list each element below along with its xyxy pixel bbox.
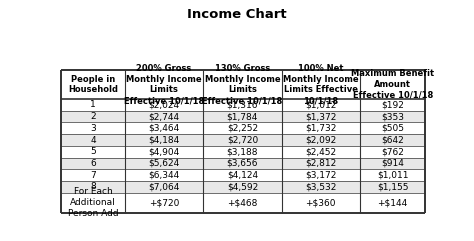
Text: $1,155: $1,155	[377, 182, 409, 191]
Text: +$720: +$720	[149, 198, 179, 207]
Text: $4,592: $4,592	[227, 182, 258, 191]
Text: $762: $762	[381, 147, 404, 156]
Text: 4: 4	[90, 135, 96, 145]
Text: $2,092: $2,092	[305, 135, 337, 145]
Text: $1,372: $1,372	[305, 112, 337, 121]
Text: $2,252: $2,252	[227, 124, 258, 133]
Bar	[61, 181, 426, 193]
Text: $7,064: $7,064	[148, 182, 180, 191]
Text: $2,744: $2,744	[148, 112, 180, 121]
Text: $3,172: $3,172	[305, 171, 337, 180]
Text: $3,464: $3,464	[148, 124, 180, 133]
Text: $4,184: $4,184	[148, 135, 180, 145]
Text: $2,812: $2,812	[305, 159, 337, 168]
Text: $192: $192	[381, 100, 404, 109]
Text: $1,784: $1,784	[227, 112, 258, 121]
Text: $1,012: $1,012	[305, 100, 337, 109]
Bar	[61, 99, 426, 111]
Bar	[61, 122, 426, 134]
Text: $3,188: $3,188	[227, 147, 258, 156]
Text: $353: $353	[381, 112, 404, 121]
Text: Income Chart: Income Chart	[187, 8, 287, 21]
Text: $642: $642	[381, 135, 404, 145]
Text: People in
Household: People in Household	[68, 74, 118, 94]
Text: $4,904: $4,904	[148, 147, 180, 156]
Text: $2,720: $2,720	[227, 135, 258, 145]
Text: $1,011: $1,011	[377, 171, 409, 180]
Text: $3,656: $3,656	[227, 159, 258, 168]
Text: 6: 6	[90, 159, 96, 168]
Text: +$360: +$360	[305, 198, 336, 207]
Text: $2,452: $2,452	[305, 147, 336, 156]
Text: $2,024: $2,024	[148, 100, 180, 109]
Text: +$144: +$144	[378, 198, 408, 207]
Text: $914: $914	[381, 159, 404, 168]
Text: $1,316: $1,316	[227, 100, 258, 109]
Text: Maximum Benefit
Amount
Effective 10/1/18: Maximum Benefit Amount Effective 10/1/18	[351, 69, 434, 100]
Text: 5: 5	[90, 147, 96, 156]
Text: $505: $505	[381, 124, 404, 133]
Bar	[61, 193, 426, 213]
Text: 8: 8	[90, 182, 96, 191]
Bar	[61, 146, 426, 158]
Text: For Each
Additional
Person Add: For Each Additional Person Add	[68, 187, 118, 218]
Text: 1: 1	[90, 100, 96, 109]
Text: 200% Gross
Monthly Income
Limits
Effective 10/1/18: 200% Gross Monthly Income Limits Effecti…	[124, 64, 204, 105]
Text: $1,732: $1,732	[305, 124, 337, 133]
Bar	[61, 134, 426, 146]
Text: 100% Net
Monthly Income
Limits Effective
10/1/18: 100% Net Monthly Income Limits Effective…	[283, 64, 358, 105]
Text: 7: 7	[90, 171, 96, 180]
Bar	[61, 111, 426, 122]
Text: $6,344: $6,344	[148, 171, 180, 180]
Text: $5,624: $5,624	[148, 159, 180, 168]
Text: +$468: +$468	[227, 198, 257, 207]
Text: $4,124: $4,124	[227, 171, 258, 180]
Bar	[61, 158, 426, 169]
Text: 2: 2	[90, 112, 96, 121]
Text: $3,532: $3,532	[305, 182, 337, 191]
Bar	[61, 70, 426, 99]
Text: 130% Gross
Monthly Income
Limits
Effective 10/1/18: 130% Gross Monthly Income Limits Effecti…	[202, 64, 283, 105]
Bar	[61, 169, 426, 181]
Text: 3: 3	[90, 124, 96, 133]
